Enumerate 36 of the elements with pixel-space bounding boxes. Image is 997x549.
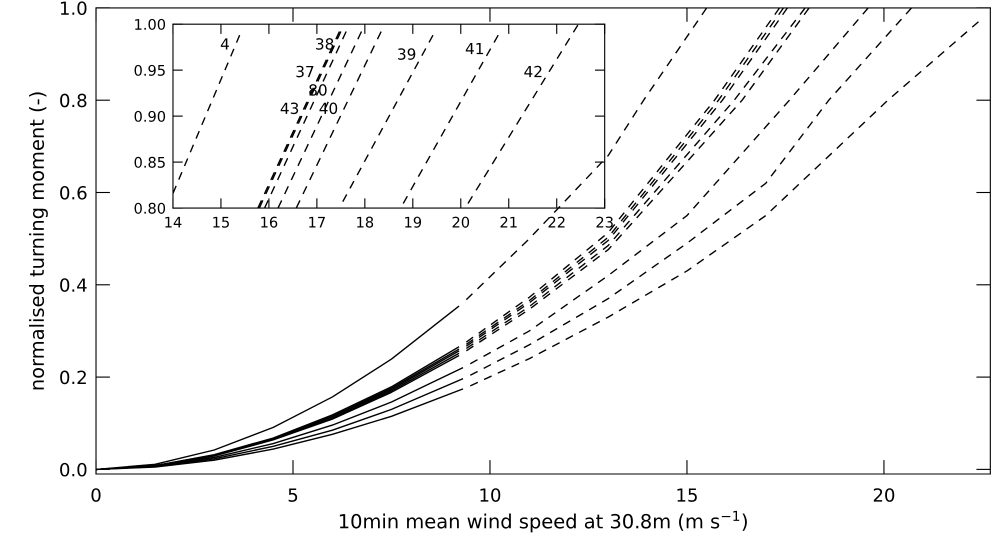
y-axis-title: normalised turning moment (-) xyxy=(29,92,48,390)
y-tick-label: 0.95 xyxy=(134,64,165,76)
y-tick-label: 0.90 xyxy=(134,110,166,122)
y-tick-label: 0.8 xyxy=(60,94,86,108)
x-tick-label: 0 xyxy=(91,488,101,502)
annotation: 38 xyxy=(316,38,334,50)
annotation: 39 xyxy=(398,48,416,60)
x-tick-label: 20 xyxy=(452,216,470,228)
y-tick-label: 0.85 xyxy=(134,156,165,168)
annotation: 41 xyxy=(466,42,484,54)
x-tick-label: 16 xyxy=(261,216,278,228)
annotation: 37 xyxy=(296,66,314,78)
x-tick-label: 15 xyxy=(677,488,697,502)
x-tick-label: 17 xyxy=(309,216,325,228)
y-tick-label: 0.6 xyxy=(60,186,87,200)
x-tick-label: 20 xyxy=(874,488,894,502)
annotation: 4 xyxy=(220,38,229,50)
y-tick-label: 0.2 xyxy=(60,370,86,384)
y-tick-label: 0.0 xyxy=(60,462,86,477)
y-tick-label: 0.80 xyxy=(134,202,166,214)
x-tick-label: 5 xyxy=(288,488,298,502)
annotation: 43 xyxy=(280,102,298,114)
annotation: 40 xyxy=(319,102,338,114)
y-tick-label: 1.0 xyxy=(60,1,86,16)
x-tick-label: 10 xyxy=(480,488,500,502)
x-tick-label: 21 xyxy=(500,216,517,228)
annotation: 42 xyxy=(524,66,542,78)
x-tick-label: 14 xyxy=(165,216,182,228)
y-tick-label: 0.4 xyxy=(60,278,87,292)
x-tick-label: 19 xyxy=(405,216,422,228)
x-tick-label: 23 xyxy=(596,216,613,228)
x-tick-label: 18 xyxy=(357,216,374,228)
x-tick-label: 15 xyxy=(213,216,229,228)
y-tick-label: 1.00 xyxy=(135,18,166,30)
x-axis-title: 10min mean wind speed at 30.8m (m s$^{−1}$) xyxy=(340,510,747,532)
x-tick-label: 22 xyxy=(548,216,565,228)
